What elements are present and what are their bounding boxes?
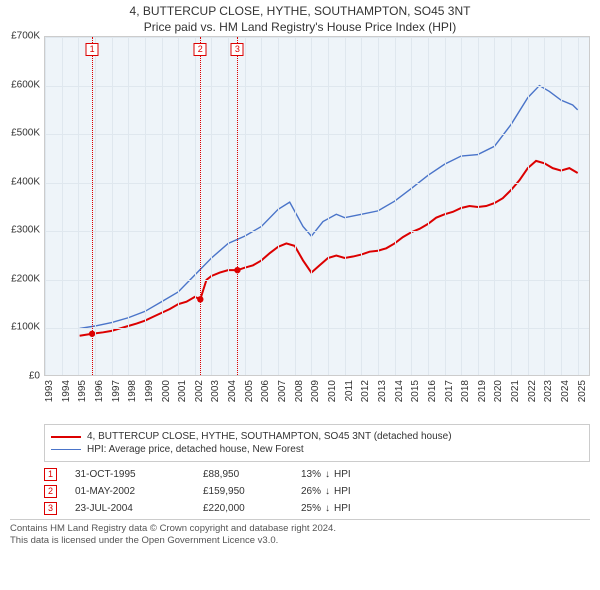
y-tick-label: £200K xyxy=(11,273,40,284)
sale-row: 2 01-MAY-2002 £159,950 26% ↓ HPI xyxy=(44,485,590,498)
sale-diff-label: HPI xyxy=(334,486,351,497)
x-tick-label: 2004 xyxy=(227,380,238,402)
x-tick-label: 1993 xyxy=(44,380,55,402)
y-tick-label: £100K xyxy=(11,322,40,333)
sale-date: 23-JUL-2004 xyxy=(75,503,185,514)
y-axis-labels: £0£100K£200K£300K£400K£500K£600K£700K xyxy=(0,36,40,376)
y-tick-label: £600K xyxy=(11,79,40,90)
sales-table: 1 31-OCT-1995 £88,950 13% ↓ HPI 2 01-MAY-2002 £1… xyxy=(44,468,590,515)
legend-row: HPI: Average price, detached house, New … xyxy=(51,444,583,455)
sale-diff: 26% ↓ HPI xyxy=(301,486,351,497)
divider xyxy=(10,519,590,520)
x-tick-label: 1997 xyxy=(111,380,122,402)
footnote-line: This data is licensed under the Open Gov… xyxy=(10,535,590,547)
x-tick-label: 2024 xyxy=(560,380,571,402)
sale-marker-badge: 2 xyxy=(194,43,207,56)
down-arrow-icon: ↓ xyxy=(325,503,330,514)
y-tick-label: £500K xyxy=(11,128,40,139)
legend-swatch xyxy=(51,436,81,438)
chart-lines xyxy=(45,37,590,376)
sale-price: £88,950 xyxy=(203,469,283,480)
title-subtitle: Price paid vs. HM Land Registry's House … xyxy=(0,20,600,34)
x-tick-label: 1998 xyxy=(127,380,138,402)
x-tick-label: 1996 xyxy=(94,380,105,402)
x-tick-label: 1994 xyxy=(61,380,72,402)
sale-diff: 13% ↓ HPI xyxy=(301,469,351,480)
sale-date: 01-MAY-2002 xyxy=(75,486,185,497)
legend-label: 4, BUTTERCUP CLOSE, HYTHE, SOUTHAMPTON, … xyxy=(87,431,452,442)
chart-titles: 4, BUTTERCUP CLOSE, HYTHE, SOUTHAMPTON, … xyxy=(0,0,600,36)
x-tick-label: 1999 xyxy=(144,380,155,402)
x-tick-label: 2001 xyxy=(177,380,188,402)
sale-marker-badge: 3 xyxy=(231,43,244,56)
sale-row: 1 31-OCT-1995 £88,950 13% ↓ HPI xyxy=(44,468,590,481)
sale-diff: 25% ↓ HPI xyxy=(301,503,351,514)
x-tick-label: 2010 xyxy=(327,380,338,402)
footnote: Contains HM Land Registry data © Crown c… xyxy=(10,523,590,548)
y-tick-label: £700K xyxy=(11,31,40,42)
sale-date: 31-OCT-1995 xyxy=(75,469,185,480)
x-tick-label: 2011 xyxy=(344,380,355,402)
x-tick-label: 2018 xyxy=(460,380,471,402)
x-tick-label: 2015 xyxy=(410,380,421,402)
sale-price: £159,950 xyxy=(203,486,283,497)
sale-price: £220,000 xyxy=(203,503,283,514)
x-tick-label: 2025 xyxy=(577,380,588,402)
down-arrow-icon: ↓ xyxy=(325,486,330,497)
y-tick-label: £400K xyxy=(11,176,40,187)
x-tick-label: 2003 xyxy=(210,380,221,402)
x-tick-label: 2013 xyxy=(377,380,388,402)
x-axis-labels: 1993 1994 1995 1996 1997 1998 1999 2000 2001 2002… xyxy=(44,376,590,418)
x-tick-label: 2019 xyxy=(477,380,488,402)
y-tick-label: £300K xyxy=(11,225,40,236)
sale-number-badge: 3 xyxy=(44,502,57,515)
x-tick-label: 2016 xyxy=(427,380,438,402)
sale-diff-label: HPI xyxy=(334,503,351,514)
legend-row: 4, BUTTERCUP CLOSE, HYTHE, SOUTHAMPTON, … xyxy=(51,431,583,442)
y-tick-label: £0 xyxy=(29,371,40,382)
down-arrow-icon: ↓ xyxy=(325,469,330,480)
legend-swatch xyxy=(51,449,81,450)
x-tick-label: 2005 xyxy=(244,380,255,402)
sale-number-badge: 1 xyxy=(44,468,57,481)
x-tick-label: 2023 xyxy=(543,380,554,402)
x-tick-label: 2014 xyxy=(394,380,405,402)
sale-number-badge: 2 xyxy=(44,485,57,498)
x-tick-label: 2000 xyxy=(161,380,172,402)
x-tick-label: 2020 xyxy=(493,380,504,402)
legend-label: HPI: Average price, detached house, New … xyxy=(87,444,304,455)
sale-diff-pct: 13% xyxy=(301,469,321,480)
plot-area: 1 2 3 xyxy=(44,36,590,376)
x-tick-label: 2002 xyxy=(194,380,205,402)
x-tick-label: 2007 xyxy=(277,380,288,402)
legend-box: 4, BUTTERCUP CLOSE, HYTHE, SOUTHAMPTON, … xyxy=(44,424,590,462)
sale-diff-pct: 25% xyxy=(301,503,321,514)
footnote-line: Contains HM Land Registry data © Crown c… xyxy=(10,523,590,535)
sale-diff-pct: 26% xyxy=(301,486,321,497)
sale-marker-badge: 1 xyxy=(86,43,99,56)
x-tick-label: 2017 xyxy=(444,380,455,402)
x-tick-label: 2008 xyxy=(294,380,305,402)
x-tick-label: 1995 xyxy=(77,380,88,402)
sale-diff-label: HPI xyxy=(334,469,351,480)
chart-area: £0£100K£200K£300K£400K£500K£600K£700K 12… xyxy=(44,36,590,418)
x-tick-label: 2009 xyxy=(310,380,321,402)
x-tick-label: 2006 xyxy=(260,380,271,402)
x-tick-label: 2012 xyxy=(360,380,371,402)
title-address: 4, BUTTERCUP CLOSE, HYTHE, SOUTHAMPTON, … xyxy=(0,4,600,18)
x-tick-label: 2021 xyxy=(510,380,521,402)
x-tick-label: 2022 xyxy=(527,380,538,402)
sale-row: 3 23-JUL-2004 £220,000 25% ↓ HPI xyxy=(44,502,590,515)
